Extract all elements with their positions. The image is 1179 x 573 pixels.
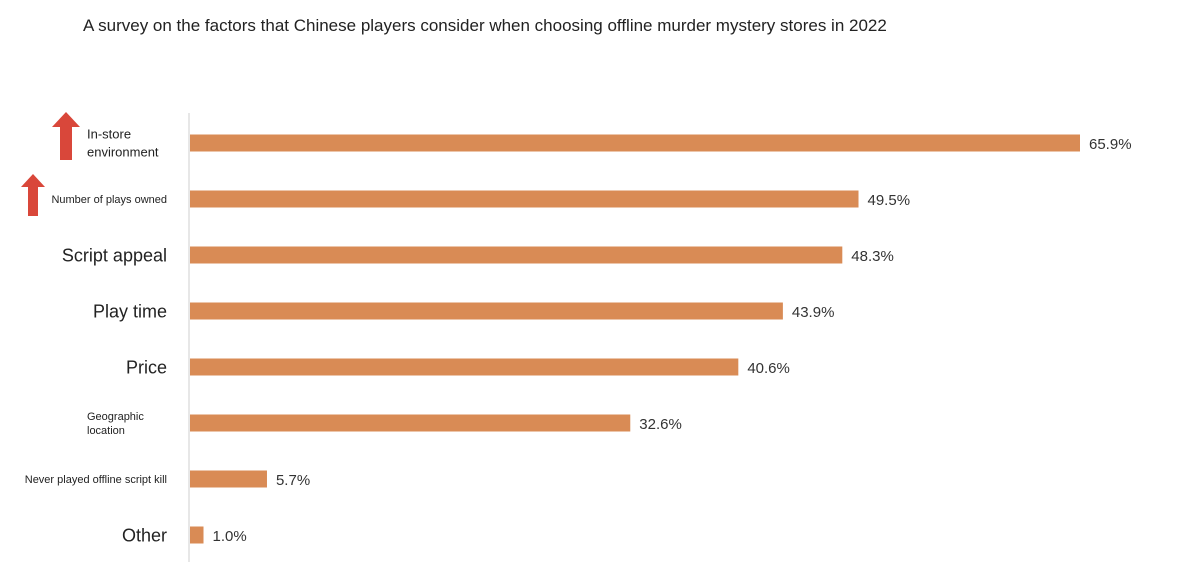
bars-group xyxy=(190,134,1080,544)
value-label-1: 49.5% xyxy=(868,192,911,209)
bar-2 xyxy=(190,246,843,264)
value-label-7: 1.0% xyxy=(213,528,247,545)
up-arrow-icon-1 xyxy=(21,174,45,216)
category-label-3: Play time xyxy=(93,301,167,321)
category-label-2: Script appeal xyxy=(62,245,167,265)
category-label-1: Number of plays owned xyxy=(51,194,167,206)
bar-4 xyxy=(190,358,739,376)
value-label-3: 43.9% xyxy=(792,304,835,321)
bar-6 xyxy=(190,470,267,488)
category-label-7: Other xyxy=(122,525,167,545)
bar-1 xyxy=(190,190,859,208)
bar-3 xyxy=(190,302,783,320)
bar-7 xyxy=(190,526,204,544)
bar-5 xyxy=(190,414,631,432)
up-arrow-icon-0 xyxy=(52,112,80,160)
category-label-4: Price xyxy=(126,357,167,377)
value-label-4: 40.6% xyxy=(747,360,790,377)
category-label-5: Geographic location xyxy=(87,411,144,437)
value-label-2: 48.3% xyxy=(851,248,894,265)
value-label-5: 32.6% xyxy=(639,416,682,433)
value-label-6: 5.7% xyxy=(276,472,310,489)
labels-group: 65.9% In-store environment 49.5% Number of p… xyxy=(21,112,1132,545)
bar-0 xyxy=(190,134,1080,152)
category-label-0: In-store environment xyxy=(87,127,159,160)
value-label-0: 65.9% xyxy=(1089,136,1132,153)
chart-title: A survey on the factors that Chinese pla… xyxy=(83,16,887,35)
category-label-6: Never played offline script kill xyxy=(25,474,167,486)
